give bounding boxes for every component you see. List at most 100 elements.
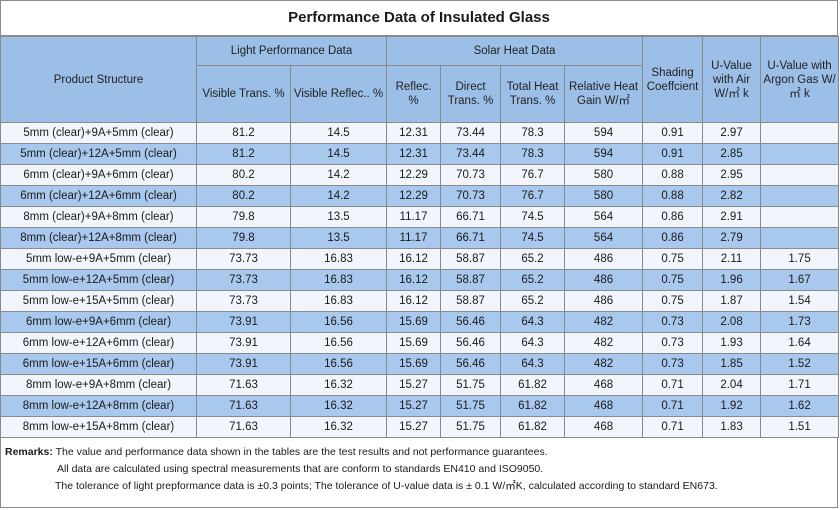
table-cell: 81.2	[196, 143, 291, 165]
table-cell: 5mm low-e+9A+5mm (clear)	[0, 248, 197, 270]
table-cell: 73.91	[196, 353, 291, 375]
table-cell: 468	[564, 395, 644, 417]
table-cell: 564	[564, 227, 644, 249]
table-cell: 73.73	[196, 248, 291, 270]
table-cell: 564	[564, 206, 644, 228]
table-cell: 482	[564, 353, 644, 375]
header-shading-coefficient: Shading Coeffcient	[642, 36, 704, 123]
table-cell: 16.12	[386, 290, 442, 312]
table-cell: 16.32	[289, 416, 388, 438]
table-cell: 0.71	[642, 374, 704, 396]
table-cell: 16.83	[289, 290, 388, 312]
table-cell	[760, 164, 840, 186]
remarks-section: Remarks: The value and performance data …	[1, 438, 837, 495]
table-cell: 58.87	[440, 269, 502, 291]
table-cell: 80.2	[196, 185, 291, 207]
table-cell: 61.82	[500, 374, 566, 396]
table-row: 6mm low-e+12A+6mm (clear) 73.91 16.56 15.69…	[0, 332, 840, 354]
table-cell: 13.5	[289, 227, 388, 249]
table-row: 8mm (clear)+9A+8mm (clear) 79.8 13.5 11.17 6…	[0, 206, 840, 228]
table-cell: 16.83	[289, 248, 388, 270]
table-row: 6mm low-e+15A+6mm (clear) 73.91 16.56 15.69…	[0, 353, 840, 375]
table-cell: 64.3	[500, 353, 566, 375]
table-cell: 56.46	[440, 311, 502, 333]
table-cell: 1.67	[760, 269, 840, 291]
table-cell: 64.3	[500, 311, 566, 333]
table-cell: 78.3	[500, 143, 566, 165]
table-row: 6mm low-e+9A+6mm (clear) 73.91 16.56 15.69 5…	[0, 311, 840, 333]
table-cell: 76.7	[500, 164, 566, 186]
table-cell: 16.12	[386, 248, 442, 270]
table-cell: 66.71	[440, 206, 502, 228]
table-cell: 51.75	[440, 374, 502, 396]
header-u-value-argon: U-Value with Argon Gas W/㎡ k	[760, 36, 840, 123]
table-cell	[760, 227, 840, 249]
table-cell: 79.8	[196, 206, 291, 228]
table-cell: 1.71	[760, 374, 840, 396]
table-cell: 1.96	[702, 269, 762, 291]
table-cell: 73.91	[196, 332, 291, 354]
table-row: 8mm (clear)+12A+8mm (clear) 79.8 13.5 11.17…	[0, 227, 840, 249]
table-cell: 70.73	[440, 164, 502, 186]
table-cell: 1.85	[702, 353, 762, 375]
table-cell: 468	[564, 416, 644, 438]
page-title: Performance Data of Insulated Glass	[1, 1, 837, 36]
table-cell: 15.69	[386, 311, 442, 333]
table-cell: 1.52	[760, 353, 840, 375]
table-cell: 15.69	[386, 353, 442, 375]
table-row: 5mm low-e+15A+5mm (clear) 73.73 16.83 16.12…	[0, 290, 840, 312]
table-cell: 8mm low-e+12A+8mm (clear)	[0, 395, 197, 417]
table-cell: 13.5	[289, 206, 388, 228]
table-cell: 2.08	[702, 311, 762, 333]
table-cell: 1.73	[760, 311, 840, 333]
table-cell: 6mm low-e+9A+6mm (clear)	[0, 311, 197, 333]
table-cell: 12.29	[386, 185, 442, 207]
table-cell: 1.64	[760, 332, 840, 354]
table-cell: 12.31	[386, 143, 442, 165]
table-cell	[760, 206, 840, 228]
table-cell: 61.82	[500, 395, 566, 417]
remarks-line-2: All data are calculated using spectral m…	[57, 463, 544, 475]
table-cell: 16.12	[386, 269, 442, 291]
table-cell: 51.75	[440, 395, 502, 417]
table-cell: 15.27	[386, 395, 442, 417]
table-cell: 73.73	[196, 269, 291, 291]
remarks-text-1: The value and performance data shown in …	[55, 446, 548, 458]
header-direct-trans: Direct Trans. %	[440, 65, 502, 123]
table-cell: 74.5	[500, 206, 566, 228]
table-cell: 51.75	[440, 416, 502, 438]
table-cell: 15.27	[386, 374, 442, 396]
table-cell: 0.73	[642, 353, 704, 375]
header-u-value-air: U-Value with Air W/㎡ k	[702, 36, 762, 123]
table-cell: 16.32	[289, 374, 388, 396]
table-cell	[760, 185, 840, 207]
table-cell: 76.7	[500, 185, 566, 207]
table-cell: 468	[564, 374, 644, 396]
table-cell: 65.2	[500, 290, 566, 312]
table-cell: 58.87	[440, 290, 502, 312]
table-cell: 8mm (clear)+12A+8mm (clear)	[0, 227, 197, 249]
remarks-line-1: Remarks: The value and performance data …	[5, 444, 837, 461]
header-product-structure: Product Structure	[0, 36, 197, 123]
table-cell: 482	[564, 332, 644, 354]
table-row: 6mm (clear)+9A+6mm (clear) 80.2 14.2 12.29 7…	[0, 164, 840, 186]
performance-table: Product Structure Light Performance Data…	[0, 36, 840, 438]
table-cell: 1.75	[760, 248, 840, 270]
table-cell: 71.63	[196, 416, 291, 438]
table-cell: 486	[564, 269, 644, 291]
table-cell: 14.2	[289, 164, 388, 186]
table-row: 8mm low-e+9A+8mm (clear) 71.63 16.32 15.27 5…	[0, 374, 840, 396]
table-cell	[760, 122, 840, 144]
table-cell: 61.82	[500, 416, 566, 438]
table-header: Product Structure Light Performance Data…	[0, 36, 840, 123]
table-cell: 12.31	[386, 122, 442, 144]
table-cell: 2.79	[702, 227, 762, 249]
table-cell: 71.63	[196, 395, 291, 417]
table-cell: 74.5	[500, 227, 566, 249]
table-cell: 2.11	[702, 248, 762, 270]
table-cell: 15.69	[386, 332, 442, 354]
table-cell: 56.46	[440, 353, 502, 375]
header-total-heat-trans: Total Heat Trans. %	[500, 65, 566, 123]
table-cell: 6mm low-e+15A+6mm (clear)	[0, 353, 197, 375]
